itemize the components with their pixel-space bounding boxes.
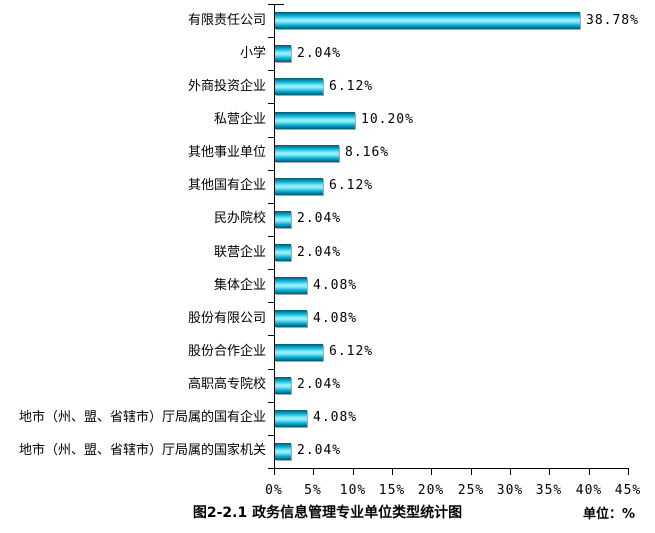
category-label: 民办院校	[213, 211, 266, 227]
x-axis-tick	[628, 469, 629, 475]
y-axis-tick	[268, 435, 274, 436]
x-axis-tick-label: 20%	[417, 483, 445, 498]
value-label: 2.04%	[297, 443, 342, 459]
value-label: 2.04%	[297, 244, 342, 260]
x-axis-tick	[353, 469, 354, 475]
bar	[275, 343, 323, 361]
y-axis-tick	[268, 302, 274, 303]
x-axis-tick	[313, 469, 314, 475]
x-axis-tick	[392, 469, 393, 475]
bar	[275, 177, 323, 195]
y-axis-tick	[268, 170, 274, 171]
category-label: 小学	[239, 45, 266, 61]
category-label: 股份有限公司	[187, 310, 266, 326]
x-axis-tick	[510, 469, 511, 475]
value-label: 4.08%	[313, 410, 358, 426]
chart-title: 图2-2.1 政务信息管理专业单位类型统计图	[192, 505, 463, 521]
x-axis-tick-label: 30%	[496, 483, 524, 498]
value-label: 8.16%	[345, 145, 390, 161]
y-axis-line	[274, 4, 275, 469]
bar	[275, 111, 355, 129]
category-label: 私营企业	[213, 112, 266, 127]
value-label: 2.04%	[297, 377, 342, 393]
bar	[275, 244, 291, 262]
value-label: 38.78%	[586, 12, 639, 28]
category-label: 集体企业	[213, 277, 266, 293]
value-label: 2.04%	[297, 45, 342, 61]
x-axis-tick	[431, 469, 432, 475]
value-label: 6.12%	[329, 78, 374, 94]
y-axis-tick	[268, 402, 274, 403]
category-label: 地市（州、盟、省辖市）厅局属的国家机关	[18, 443, 266, 459]
y-axis-tick	[268, 137, 274, 138]
category-label: 高职高专院校	[187, 377, 266, 393]
y-axis-tick	[268, 203, 274, 204]
x-axis-tick-label: 15%	[378, 483, 406, 498]
x-axis-tick	[549, 469, 550, 475]
value-label: 4.08%	[313, 310, 358, 326]
bar	[275, 376, 291, 394]
bar	[275, 210, 291, 228]
y-axis-tick	[268, 37, 274, 38]
bar	[275, 144, 339, 162]
x-axis-tick-label: 25%	[457, 483, 485, 498]
category-label: 其他国有企业	[187, 178, 266, 194]
x-axis-tick-label: 35%	[535, 483, 563, 498]
x-axis-tick-label: 5%	[304, 483, 322, 498]
category-label: 股份合作企业	[187, 344, 266, 359]
bar	[275, 310, 307, 328]
category-label: 外商投资企业	[187, 78, 266, 94]
bar	[275, 78, 323, 96]
unit-label: 单位：%	[582, 507, 635, 522]
x-axis-tick-label: 40%	[575, 483, 603, 498]
x-axis-tick-label: 45%	[614, 483, 642, 498]
value-label: 10.20%	[361, 112, 414, 127]
x-axis-tick	[274, 469, 275, 475]
y-axis-tick	[268, 70, 274, 71]
y-axis-tick	[268, 269, 274, 270]
value-label: 2.04%	[297, 211, 342, 227]
category-label: 其他事业单位	[187, 145, 266, 161]
value-label: 6.12%	[329, 344, 374, 359]
category-label: 有限责任公司	[187, 12, 266, 28]
x-axis-tick-label: 0%	[265, 483, 283, 498]
bar	[275, 409, 307, 427]
y-axis-tick	[268, 335, 274, 336]
bar	[275, 277, 307, 295]
y-axis-tick	[268, 236, 274, 237]
x-axis-tick	[589, 469, 590, 475]
y-axis-tick	[268, 103, 274, 104]
value-label: 6.12%	[329, 178, 374, 194]
category-label: 地市（州、盟、省辖市）厅局属的国有企业	[18, 410, 266, 426]
value-label: 4.08%	[313, 277, 358, 293]
y-axis-top-tick	[275, 4, 284, 5]
bar	[275, 45, 291, 63]
x-axis-tick-label: 10%	[339, 483, 367, 498]
x-axis-tick	[471, 469, 472, 475]
category-label: 联营企业	[213, 244, 266, 260]
y-axis-tick	[268, 369, 274, 370]
x-axis-line	[274, 468, 629, 469]
y-axis-tick	[268, 4, 274, 5]
bar	[275, 442, 291, 460]
bar	[275, 12, 580, 30]
y-axis-tick	[268, 468, 274, 469]
